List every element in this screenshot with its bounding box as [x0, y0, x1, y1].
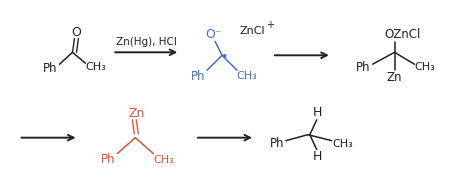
- Text: Ph: Ph: [191, 70, 206, 83]
- Text: Ph: Ph: [43, 62, 58, 75]
- Text: H: H: [313, 150, 322, 163]
- Text: Zn(Hg), HCl: Zn(Hg), HCl: [116, 37, 177, 47]
- Text: Zn: Zn: [128, 107, 145, 120]
- Text: +: +: [266, 20, 274, 30]
- Text: •: •: [220, 51, 228, 64]
- Text: OZnCl: OZnCl: [384, 28, 421, 41]
- Text: H: H: [313, 106, 322, 119]
- Text: CH₃: CH₃: [85, 62, 106, 72]
- Text: CH₃: CH₃: [154, 155, 174, 164]
- Text: ZnCl: ZnCl: [239, 27, 265, 36]
- Text: CH₃: CH₃: [237, 71, 257, 81]
- Text: CH₃: CH₃: [414, 62, 435, 72]
- Text: Ph: Ph: [101, 153, 116, 166]
- Text: Ph: Ph: [270, 137, 284, 150]
- Text: CH₃: CH₃: [332, 139, 353, 149]
- Text: O⁻: O⁻: [205, 28, 221, 41]
- Text: O: O: [72, 26, 81, 39]
- Text: Zn: Zn: [387, 71, 402, 84]
- Text: Ph: Ph: [356, 61, 371, 74]
